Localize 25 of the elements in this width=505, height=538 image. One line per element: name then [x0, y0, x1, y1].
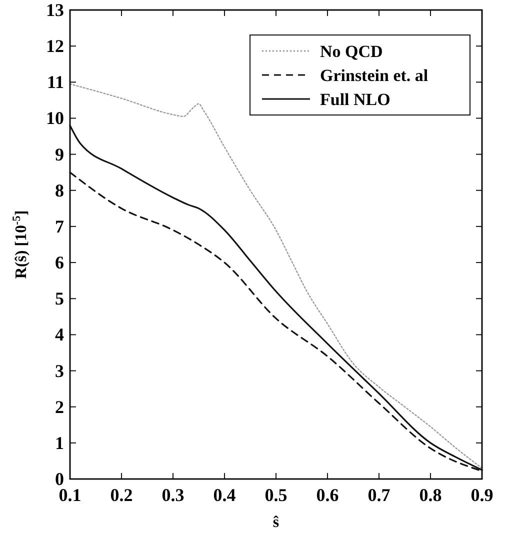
x-tick-label: 0.9	[470, 485, 494, 505]
y-tick-label: 13	[46, 0, 64, 20]
y-tick-label: 12	[46, 36, 64, 56]
y-tick-label: 8	[55, 180, 64, 200]
y-tick-label: 7	[55, 216, 64, 236]
y-tick-label: 5	[55, 288, 64, 309]
x-axis-title: ŝ	[272, 514, 280, 531]
y-tick-label: 1	[55, 432, 64, 453]
x-tick-label: 0.8	[419, 485, 442, 505]
y-tick-label: 11	[46, 72, 64, 92]
y-tick-label: 6	[55, 252, 64, 273]
legend-label: No QCD	[320, 42, 383, 61]
legend-label: Full NLO	[320, 90, 390, 109]
x-tick-label: 0.6	[316, 485, 339, 505]
x-tick-label: 0.2	[110, 485, 133, 505]
y-tick-label: 2	[55, 396, 64, 417]
x-tick-label: 0.3	[162, 485, 184, 505]
y-tick-label: 9	[55, 144, 64, 164]
y-tick-label: 4	[55, 324, 64, 345]
x-tick-label: 0.5	[264, 485, 288, 505]
legend-label: Grinstein et. al	[320, 66, 428, 85]
x-tick-label: 0.7	[368, 485, 390, 505]
y-tick-label: 3	[55, 360, 64, 381]
x-tick-label: 0.4	[213, 485, 236, 505]
y-tick-label: 10	[46, 108, 64, 128]
